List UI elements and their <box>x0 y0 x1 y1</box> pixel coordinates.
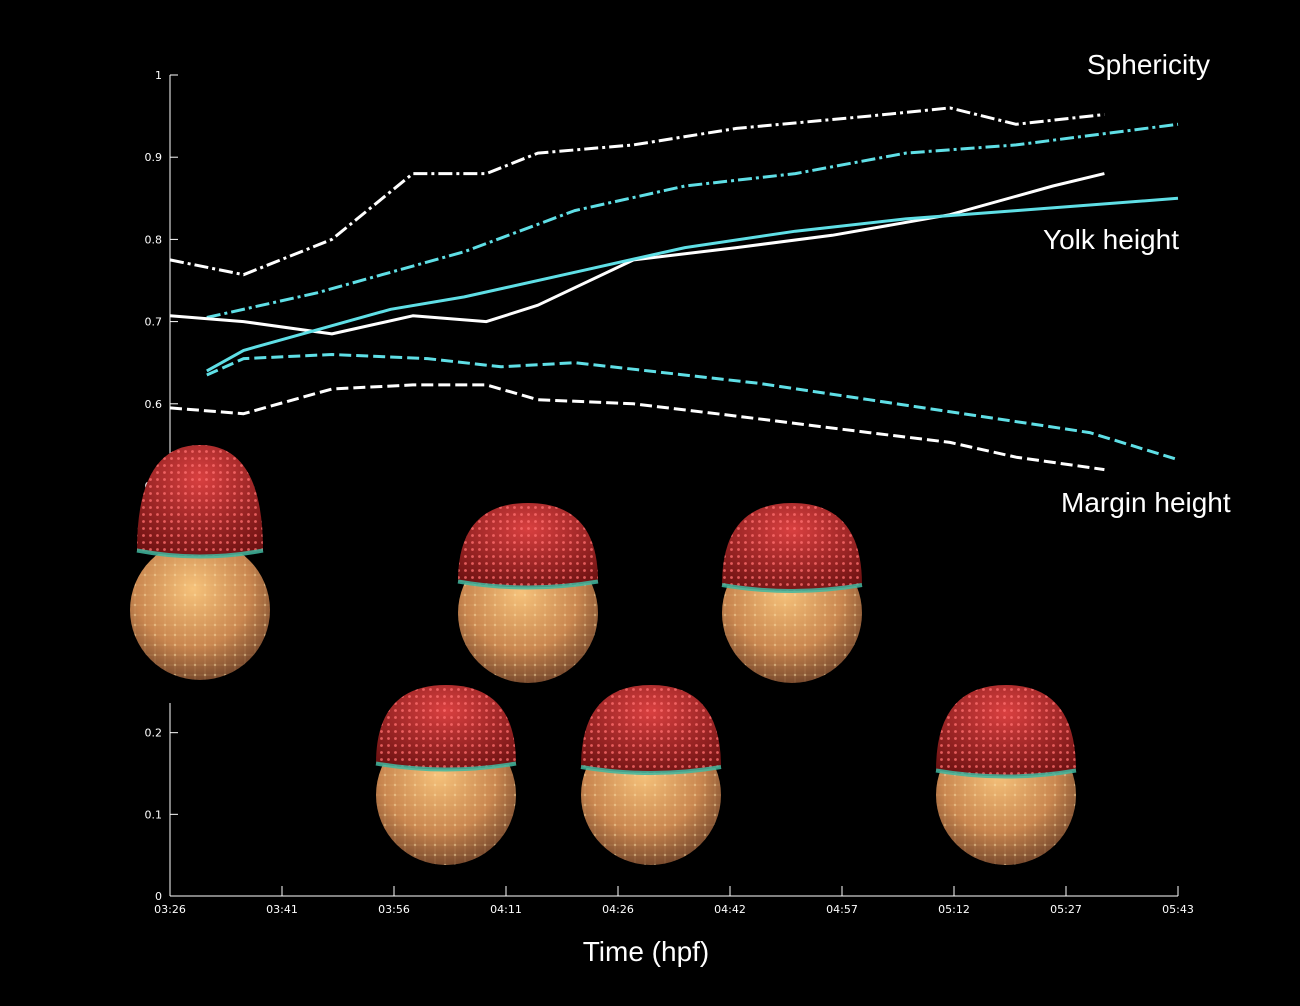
upper-y-axis: 0.50.60.70.80.91 <box>145 69 178 493</box>
embryo-illustration <box>935 685 1077 865</box>
x-tick-label: 03:56 <box>378 903 410 916</box>
lower-y-tick-label: 0.2 <box>145 727 163 740</box>
x-tick-label: 04:11 <box>490 903 522 916</box>
x-axis-title: Time (hpf) <box>583 936 710 967</box>
lower-y-tick-label: 0.1 <box>145 808 163 821</box>
blastoderm-cells <box>137 445 263 557</box>
embryo-illustration <box>457 503 599 683</box>
yolk-height-cyan-line <box>206 196 1179 373</box>
embryo-illustration <box>375 685 517 865</box>
upper-y-ticks: 0.50.60.70.80.91 <box>145 69 178 493</box>
margin-height-cyan-line <box>206 353 1179 462</box>
lower-y-axis: 0 0.1 0.2 <box>145 703 178 903</box>
yolk-mesh <box>130 540 270 680</box>
margin-band <box>580 765 722 775</box>
yolk-height-white-line <box>169 172 1105 336</box>
margin-band <box>136 548 264 559</box>
sphericity-cyan-line <box>206 122 1179 319</box>
embryo-illustrations <box>130 445 1077 865</box>
margin-band <box>457 579 599 590</box>
x-tick-label: 04:42 <box>714 903 746 916</box>
blastoderm-cells <box>936 685 1076 777</box>
yolk-height-label: Yolk height <box>1043 224 1179 255</box>
margin-height-white-line <box>169 383 1105 472</box>
x-tick-label: 05:43 <box>1162 903 1194 916</box>
embryo-illustration <box>580 685 722 865</box>
blastoderm-cells <box>581 685 721 773</box>
lower-y-ticks: 0 0.1 0.2 <box>145 727 178 903</box>
series-lines <box>169 106 1179 472</box>
upper-y-tick-label: 0.8 <box>145 233 163 246</box>
sphericity-label: Sphericity <box>1087 49 1210 80</box>
upper-y-tick-label: 0.9 <box>145 151 163 164</box>
margin-band <box>935 768 1077 779</box>
margin-height-label: Margin height <box>1061 487 1231 518</box>
x-tick-label: 03:41 <box>266 903 298 916</box>
margin-band <box>375 761 517 772</box>
x-tick-label: 05:12 <box>938 903 970 916</box>
x-tick-label: 05:27 <box>1050 903 1082 916</box>
sphericity-white-line <box>169 106 1105 277</box>
blastoderm-cells <box>458 503 598 588</box>
lower-y-tick-label: 0 <box>155 890 162 903</box>
upper-y-tick-label: 0.7 <box>145 316 163 329</box>
blastoderm-cells <box>722 503 862 591</box>
x-ticks: 03:26 03:41 03:56 04:11 04:26 04:42 04:57 05:12… <box>154 886 1194 916</box>
x-axis: 03:26 03:41 03:56 04:11 04:26 04:42 04:57 05:12… <box>154 886 1194 916</box>
x-tick-label: 03:26 <box>154 903 186 916</box>
blastoderm-cells <box>376 685 516 770</box>
x-tick-label: 04:26 <box>602 903 634 916</box>
upper-y-tick-label: 0.6 <box>145 398 163 411</box>
x-tick-label: 04:57 <box>826 903 858 916</box>
upper-y-tick-label: 1 <box>155 69 162 82</box>
embryo-illustration <box>721 503 863 683</box>
embryo-illustration <box>130 445 270 680</box>
margin-band <box>721 583 863 593</box>
